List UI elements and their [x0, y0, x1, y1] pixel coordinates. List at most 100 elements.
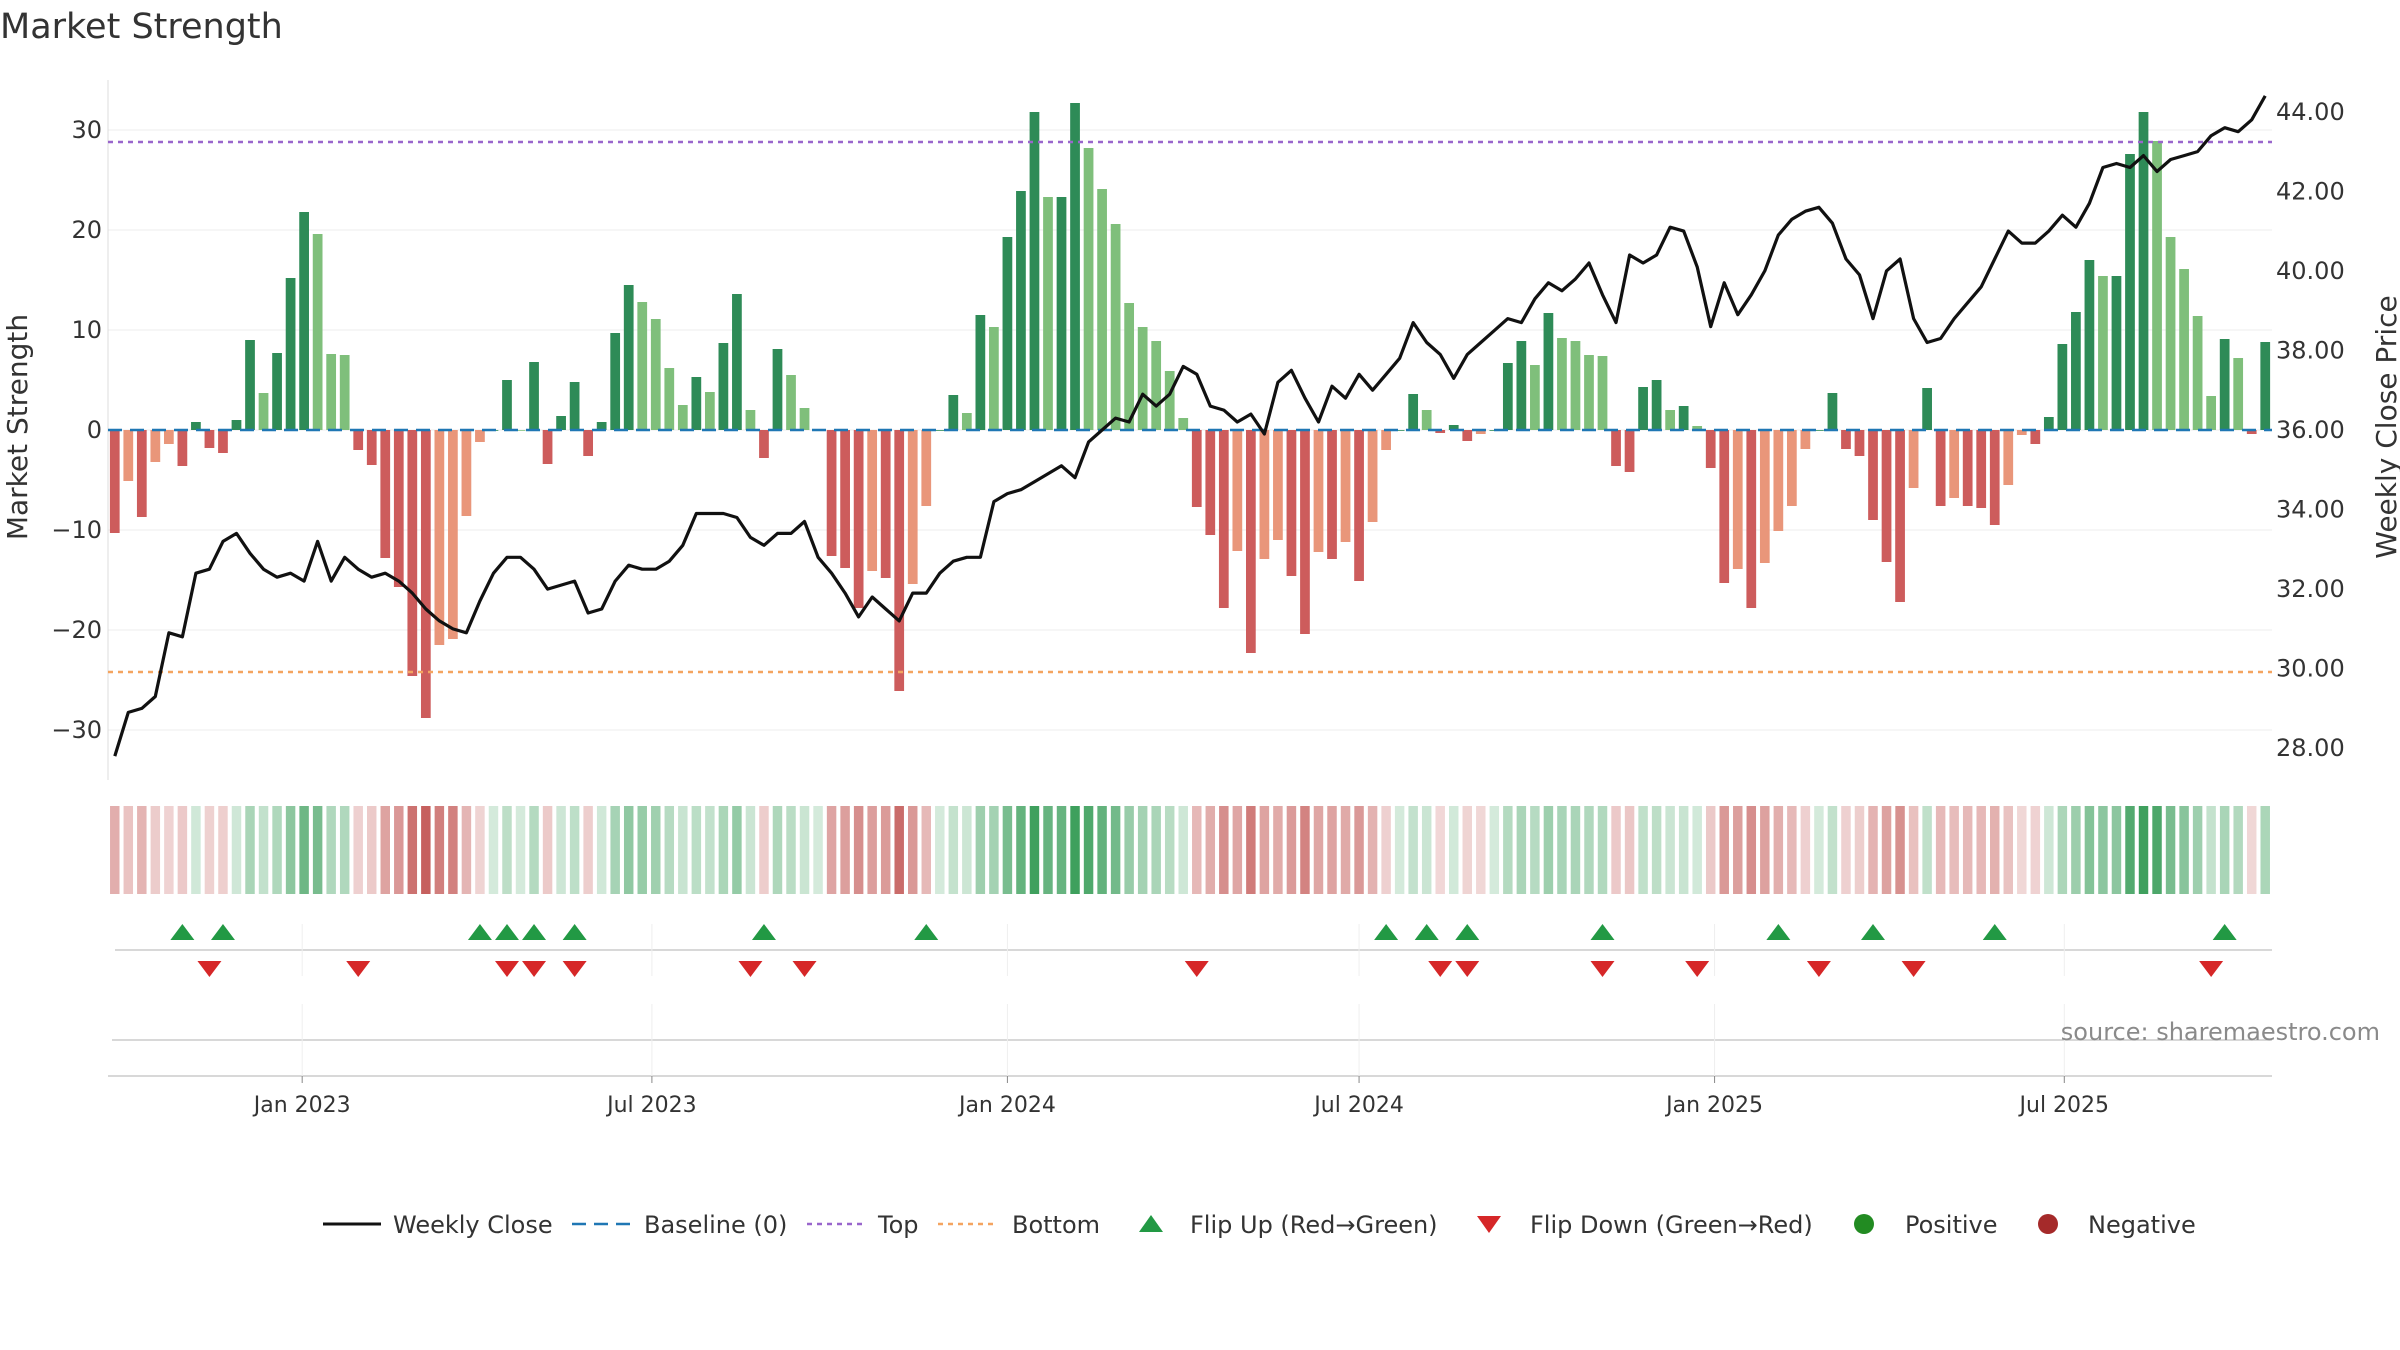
strength-bar	[1651, 380, 1662, 430]
heat-strip-cell	[1638, 806, 1648, 894]
strength-bar	[1462, 430, 1473, 441]
y2-tick-label: 40.00	[2276, 257, 2345, 285]
heat-strip-cell	[1746, 806, 1757, 894]
heat-strip-cell	[285, 806, 296, 894]
heat-strip-cell	[1962, 806, 1973, 894]
strength-bar	[691, 377, 702, 430]
heat-strip-cell	[705, 806, 715, 894]
flip-down-marker	[1685, 961, 1710, 977]
strength-bar	[907, 430, 918, 584]
strength-bar	[934, 430, 945, 431]
strength-bar	[326, 354, 337, 430]
strength-bar	[1016, 191, 1026, 430]
legend-label: Flip Up (Red→Green)	[1190, 1211, 1438, 1239]
heat-strip-cell	[2246, 806, 2257, 894]
strength-bar	[1827, 393, 1838, 430]
heat-strip-cell	[745, 806, 756, 894]
heat-strip-cell	[637, 806, 647, 894]
y-tick-label: −30	[51, 716, 102, 744]
strength-bar	[136, 430, 147, 517]
heat-strip-cell	[1232, 806, 1243, 894]
heat-strip-cell	[2111, 806, 2122, 894]
heat-strip-cell	[1421, 806, 1432, 894]
heat-strip-cell	[461, 806, 472, 894]
strength-bar	[1638, 387, 1648, 430]
strength-bar	[1854, 430, 1865, 456]
heat-strip-cell	[1557, 806, 1567, 894]
heat-strip-cell	[1990, 806, 2000, 894]
flip-up-marker	[1455, 924, 1480, 940]
strength-bar	[1719, 430, 1730, 583]
circle-icon	[1854, 1214, 1874, 1234]
heat-strip-cell	[312, 806, 323, 894]
strength-bar	[515, 430, 526, 431]
weekly-close-path	[113, 95, 2267, 757]
heat-strip-cell	[515, 806, 526, 894]
strength-bar	[1962, 430, 1973, 506]
strength-bar	[2125, 154, 2135, 430]
y-tick-label: 10	[71, 316, 102, 344]
heat-strip-cell	[1503, 806, 1513, 894]
strength-bar	[285, 278, 296, 430]
flip-down-marker	[494, 961, 519, 977]
strength-bar	[123, 430, 134, 481]
strength-bar	[921, 430, 932, 506]
heat-strip-cell	[272, 806, 282, 894]
heat-strip-cell	[231, 806, 242, 894]
strength-bar	[1814, 430, 1824, 431]
circle-icon	[2038, 1214, 2058, 1234]
flip-down-marker	[522, 961, 547, 977]
heat-strip-cell	[123, 806, 134, 894]
heat-strip-cell	[1895, 806, 1905, 894]
heat-strip-cell	[1192, 806, 1202, 894]
flip-up-marker	[751, 924, 776, 940]
x-tick-label: Jul 2025	[2018, 1093, 2110, 1118]
heat-strip-cell	[691, 806, 702, 894]
strength-bar	[1367, 430, 1378, 522]
heat-strip-cell	[2057, 806, 2068, 894]
strength-bar	[1164, 371, 1175, 430]
heat-strip-cell	[137, 806, 147, 894]
heat-strip-cell	[921, 806, 931, 894]
legend-label: Negative	[2088, 1211, 2196, 1239]
heat-strip-cell	[1719, 806, 1729, 894]
legend-label: Bottom	[1012, 1211, 1100, 1239]
strength-bar	[2084, 260, 2095, 430]
heat-strip-cell	[2084, 806, 2095, 894]
strength-bar	[339, 355, 350, 430]
strength-bar	[2246, 430, 2257, 434]
strength-bar	[1056, 197, 1067, 430]
heat-strip-cell	[1489, 806, 1500, 894]
heat-strip-cell	[2179, 806, 2189, 894]
heat-strip-cell	[894, 806, 904, 894]
strength-bar	[461, 430, 472, 516]
strength-bar	[1313, 430, 1324, 552]
strength-bar	[1002, 237, 1013, 430]
heat-strip-cell	[799, 806, 810, 894]
flip-up-marker	[1766, 924, 1791, 940]
heat-strip-cell	[556, 806, 566, 894]
strength-bar	[1759, 430, 1770, 563]
heat-strip-cell	[2165, 806, 2176, 894]
strength-bars	[109, 103, 2271, 718]
heat-strip-cell	[2138, 806, 2149, 894]
strength-bar	[2057, 344, 2068, 430]
heat-strip-cell	[1692, 806, 1702, 894]
strength-bar	[1732, 430, 1743, 569]
heat-strip-cell	[353, 806, 363, 894]
heat-strip-cell	[1705, 806, 1716, 894]
triangle-up-icon	[1139, 1215, 1163, 1232]
strength-bar	[623, 285, 634, 430]
strength-bar	[299, 212, 309, 430]
heat-strip-cell	[2206, 806, 2216, 894]
strength-bar	[542, 430, 553, 464]
strength-bar	[650, 319, 661, 430]
strength-bar	[799, 408, 810, 430]
strength-bar	[975, 315, 986, 430]
heat-strip-cell	[1097, 806, 1107, 894]
heat-strip-cell	[475, 806, 485, 894]
heat-strip-cell	[2219, 806, 2230, 894]
flip-down-marker	[1901, 961, 1926, 977]
strength-bar	[772, 349, 783, 430]
strength-bar	[1421, 410, 1432, 430]
